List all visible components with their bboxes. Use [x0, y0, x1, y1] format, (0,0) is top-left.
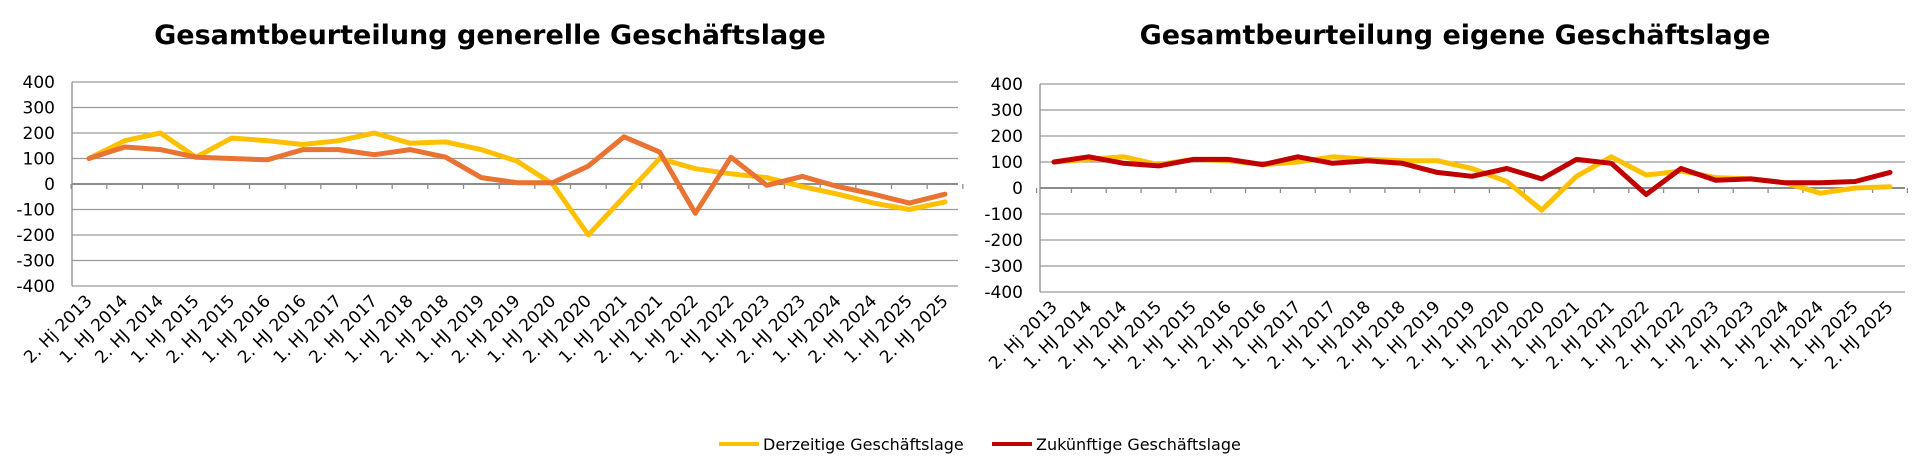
- y-tick-label: 300: [991, 101, 1023, 121]
- y-tick-label: 400: [991, 75, 1023, 95]
- y-tick-label: -300: [984, 257, 1023, 277]
- legend-label-zukuenftige: Zukünftige Geschäftslage: [1036, 435, 1241, 454]
- y-tick-label: 0: [1012, 179, 1023, 199]
- y-tick-label: -300: [16, 252, 55, 272]
- y-tick-label: -100: [984, 205, 1023, 225]
- series-line-zukuenftige: [1051, 154, 1893, 197]
- chart-title: Gesamtbeurteilung eigene Geschäftslage: [1140, 20, 1771, 51]
- y-tick-label: -100: [16, 201, 55, 221]
- series-line-derzeitige: [1051, 154, 1893, 213]
- chart-title: Gesamtbeurteilung generelle Geschäftslag…: [154, 20, 826, 51]
- y-tick-label: 200: [23, 124, 55, 144]
- series-line-derzeitige: [86, 130, 948, 238]
- y-tick-label: -400: [16, 277, 55, 297]
- legend: Derzeitige Geschäftslage Zukünftige Gesc…: [719, 435, 1241, 454]
- series-line-zukuenftige: [86, 134, 948, 216]
- y-tick-label: -200: [984, 231, 1023, 251]
- y-tick-label: -200: [16, 226, 55, 246]
- y-tick-label: 0: [44, 175, 55, 195]
- y-tick-label: 100: [23, 150, 55, 170]
- y-tick-label: 100: [991, 153, 1023, 173]
- y-tick-label: 400: [23, 73, 55, 93]
- legend-label-derzeitige: Derzeitige Geschäftslage: [763, 435, 964, 454]
- y-tick-label: 300: [23, 99, 55, 119]
- y-tick-label: 200: [991, 127, 1023, 147]
- chart-generelle-geschaeftslage: Gesamtbeurteilung generelle Geschäftslag…: [16, 20, 964, 368]
- y-tick-label: -400: [984, 283, 1023, 303]
- chart-eigene-geschaeftslage: Gesamtbeurteilung eigene Geschäftslage 4…: [984, 20, 1909, 374]
